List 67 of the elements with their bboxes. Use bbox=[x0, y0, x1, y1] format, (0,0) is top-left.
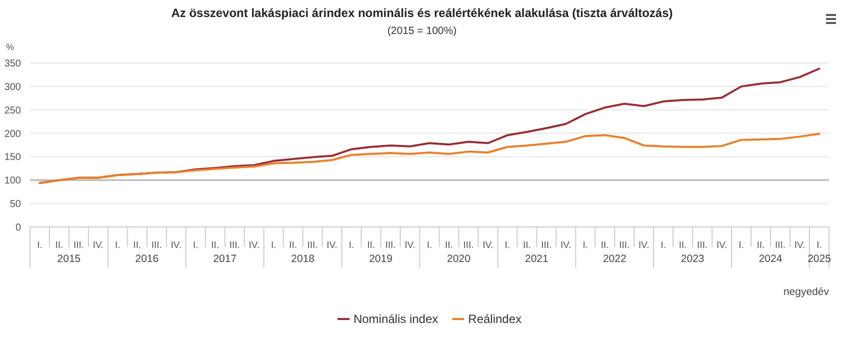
x-tick-label: I. bbox=[193, 240, 198, 251]
x-tick-label: II. bbox=[211, 240, 220, 251]
x-tick-label: III. bbox=[463, 240, 474, 251]
x-tick-label: IV. bbox=[404, 240, 416, 251]
x-tick-label: I. bbox=[738, 240, 744, 251]
text: 2020 bbox=[447, 253, 471, 265]
x-tick-label: IV. bbox=[248, 240, 260, 251]
x-tick-label: I. bbox=[37, 240, 42, 251]
x-tick-label: II. bbox=[367, 240, 375, 251]
text: 2017 bbox=[213, 253, 237, 265]
x-tick-label: III. bbox=[229, 240, 240, 251]
y-axis-title: % bbox=[6, 42, 14, 52]
legend-label: Nominális index bbox=[353, 312, 438, 326]
x-tick-label: IV. bbox=[92, 240, 104, 251]
x-tick-label: III. bbox=[151, 240, 162, 251]
x-tick-label: I. bbox=[816, 240, 822, 251]
x-tick-label: II. bbox=[756, 240, 765, 251]
x-tick-label: III. bbox=[73, 240, 84, 251]
y-tick-label: 300 bbox=[4, 82, 22, 93]
x-tick-label: III. bbox=[307, 240, 318, 251]
x-tick-label: IV. bbox=[716, 240, 728, 251]
chart-subtitle: (2015 = 100%) bbox=[387, 25, 457, 37]
text: 2024 bbox=[758, 253, 782, 265]
y-tick-label: 250 bbox=[4, 105, 22, 116]
x-tick-label: II. bbox=[133, 240, 142, 251]
x-tick-label: III. bbox=[697, 240, 708, 251]
x-tick-label: IV. bbox=[482, 240, 494, 251]
x-tick-label: I. bbox=[504, 240, 510, 251]
text: 2021 bbox=[525, 253, 549, 265]
x-tick-label: II. bbox=[678, 240, 687, 251]
text: 2023 bbox=[680, 253, 704, 265]
x-tick-label: I. bbox=[582, 240, 588, 251]
y-tick-label: 100 bbox=[4, 176, 22, 187]
text: 2018 bbox=[291, 253, 315, 265]
text: 2025 bbox=[808, 253, 832, 265]
x-tick-label: IV. bbox=[170, 240, 182, 251]
y-tick-label: 200 bbox=[4, 128, 22, 140]
chart-title: Az összevont lakáspiaci árindex nominális és reálértékének alakulása (tiszta árváltozás) bbox=[171, 6, 673, 20]
x-tick-label: II. bbox=[445, 240, 453, 251]
x-tick-label: IV. bbox=[794, 240, 806, 251]
x-tick-label: III. bbox=[619, 240, 630, 251]
y-tick-label: 350 bbox=[4, 58, 22, 70]
x-tick-label: I. bbox=[270, 240, 276, 251]
x-tick-label: II. bbox=[55, 240, 64, 251]
x-tick-label: IV. bbox=[638, 240, 650, 251]
y-tick-label: 0 bbox=[15, 222, 22, 234]
x-tick-label: III. bbox=[541, 240, 552, 251]
x-tick-label: I. bbox=[426, 240, 432, 251]
x-axis-title: negyedév bbox=[783, 286, 830, 298]
x-tick-label: II. bbox=[522, 240, 531, 251]
text: 2019 bbox=[369, 253, 393, 265]
y-tick-label: 150 bbox=[4, 152, 22, 164]
x-tick-label: IV. bbox=[560, 240, 572, 251]
text: 2016 bbox=[135, 253, 159, 265]
line-series bbox=[38, 132, 820, 184]
x-tick-label: I. bbox=[348, 240, 354, 251]
legend-label: Reálindex bbox=[468, 312, 522, 326]
y-tick-label: 50 bbox=[10, 199, 22, 210]
x-tick-label: II. bbox=[289, 240, 298, 251]
text: 2022 bbox=[602, 253, 626, 265]
x-tick-label: I. bbox=[115, 240, 120, 251]
x-tick-label: I. bbox=[660, 240, 666, 251]
x-tick-label: II. bbox=[600, 240, 609, 251]
text: 2015 bbox=[57, 253, 81, 265]
x-tick-label: IV. bbox=[326, 240, 338, 251]
x-tick-label: III. bbox=[385, 240, 396, 251]
x-tick-label: III. bbox=[775, 240, 786, 251]
